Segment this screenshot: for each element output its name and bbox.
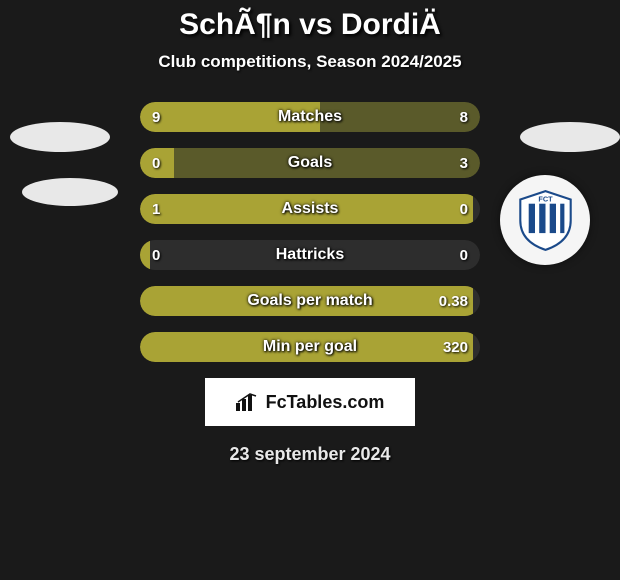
stat-row: Goals per match0.38: [140, 286, 480, 316]
stat-bar-right: [174, 148, 480, 178]
right-team-logo-1: [520, 110, 620, 165]
right-team-crest: FCT: [500, 175, 590, 265]
stat-bar-left: [140, 102, 320, 132]
stat-bar-left: [140, 286, 473, 316]
left-team-logo-2: [20, 165, 120, 220]
svg-text:FCT: FCT: [538, 194, 553, 203]
stat-bar: [140, 194, 480, 224]
stat-row: Assists10: [140, 194, 480, 224]
stat-bar-right: [473, 194, 480, 224]
stat-bar-left: [140, 148, 174, 178]
page-subtitle: Club competitions, Season 2024/2025: [0, 52, 620, 72]
stat-bar-left: [140, 332, 473, 362]
shield-icon: FCT: [514, 189, 577, 252]
stat-bar-left: [140, 194, 473, 224]
stat-row: Hattricks00: [140, 240, 480, 270]
stat-bar-right: [150, 240, 480, 270]
stats-block: Matches98 Goals03 Assists10 Hattricks00 Goal…: [140, 102, 480, 362]
page-title: SchÃ¶n vs DordiÄ: [0, 8, 620, 42]
chart-icon: [236, 393, 258, 411]
date-label: 23 september 2024: [0, 444, 620, 465]
stat-bar-right: [473, 332, 480, 362]
branding-badge[interactable]: FcTables.com: [205, 378, 415, 426]
left-team-logo-1: [10, 110, 110, 165]
stat-row: Matches98: [140, 102, 480, 132]
stat-bar-right: [473, 286, 480, 316]
stat-bar: [140, 332, 480, 362]
stat-bar: [140, 102, 480, 132]
stat-bar: [140, 240, 480, 270]
branding-label: FcTables.com: [266, 392, 385, 413]
stat-bar: [140, 148, 480, 178]
stat-row: Goals03: [140, 148, 480, 178]
stat-bar: [140, 286, 480, 316]
stat-bar-left: [140, 240, 150, 270]
stat-row: Min per goal320: [140, 332, 480, 362]
stat-bar-right: [320, 102, 480, 132]
